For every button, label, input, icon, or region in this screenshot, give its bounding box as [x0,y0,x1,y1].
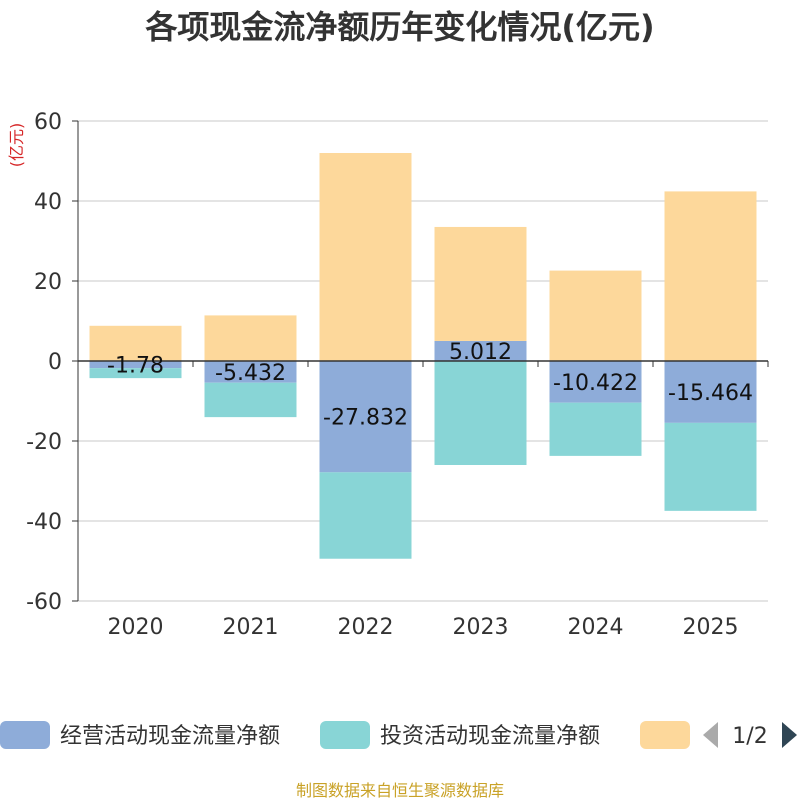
bar-2024-series-1[interactable] [549,361,642,403]
x-tick-label: 2025 [683,615,739,640]
bar-2025-series-2[interactable] [664,422,757,511]
legend: 经营活动现金流量净额 投资活动现金流量净额 [0,721,690,749]
bars [89,153,757,559]
bar-2025-series-3[interactable] [664,191,757,361]
bar-2020-series-3[interactable] [89,325,182,361]
bar-2024-series-3[interactable] [549,270,642,361]
data-label: -10.422 [553,371,638,396]
bar-2023-series-3[interactable] [434,226,527,341]
legend-label[interactable]: 投资活动现金流量净额 [380,724,600,749]
x-tick-label: 2022 [338,615,394,640]
bar-2021-series-2[interactable] [204,382,297,418]
y-tick-label: 0 [48,350,62,375]
y-tick-label: 60 [34,110,62,135]
y-axis-unit: (亿元) [7,123,26,168]
pager-prev-icon[interactable] [703,722,718,748]
data-label: -27.832 [323,406,408,431]
x-tick-label: 2024 [568,615,624,640]
bar-2024-series-2[interactable] [549,402,642,456]
bar-2020-series-2[interactable] [89,368,182,379]
footer-source: 制图数据来自恒生聚源数据库 [296,781,504,800]
legend-swatch[interactable] [320,721,370,749]
bar-2025-series-1[interactable] [664,361,757,423]
x-tick-label: 2020 [108,615,164,640]
data-label: -5.432 [215,361,286,386]
pager-next-icon[interactable] [782,722,797,748]
x-tick-label: 2021 [223,615,279,640]
y-tick-label: 20 [34,270,62,295]
bar-2023-series-2[interactable] [434,361,527,465]
bar-2021-series-1[interactable] [204,361,297,383]
y-tick-label: -40 [26,510,62,535]
bar-2022-series-1[interactable] [319,361,412,473]
bar-2023-series-1[interactable] [434,340,527,361]
y-tick-label: 40 [34,190,62,215]
legend-swatch[interactable] [640,721,690,749]
axes: 60 40 20 0 -20 -40 -60 2020 2021 2022 2023 2024 2025 [26,110,769,640]
data-label: 5.012 [449,340,512,365]
y-tick-label: -20 [26,430,62,455]
legend-swatch[interactable] [0,721,50,749]
data-label: -1.78 [107,354,164,379]
data-label: -15.464 [668,381,753,406]
chart-title: 各项现金流净额历年变化情况(亿元) [145,8,654,46]
legend-label[interactable]: 经营活动现金流量净额 [60,724,280,749]
y-tick-label: -60 [26,590,62,615]
bar-2022-series-3[interactable] [319,153,412,361]
legend-pager: 1/2 [703,722,797,749]
bar-2020-series-1[interactable] [89,361,182,369]
bar-2022-series-2[interactable] [319,472,412,559]
pager-text: 1/2 [732,724,767,749]
data-labels: -1.78 -5.432 -27.832 5.012 -10.422 -15.464 [107,340,753,431]
bar-2021-series-3[interactable] [204,315,297,361]
x-tick-label: 2023 [453,615,509,640]
